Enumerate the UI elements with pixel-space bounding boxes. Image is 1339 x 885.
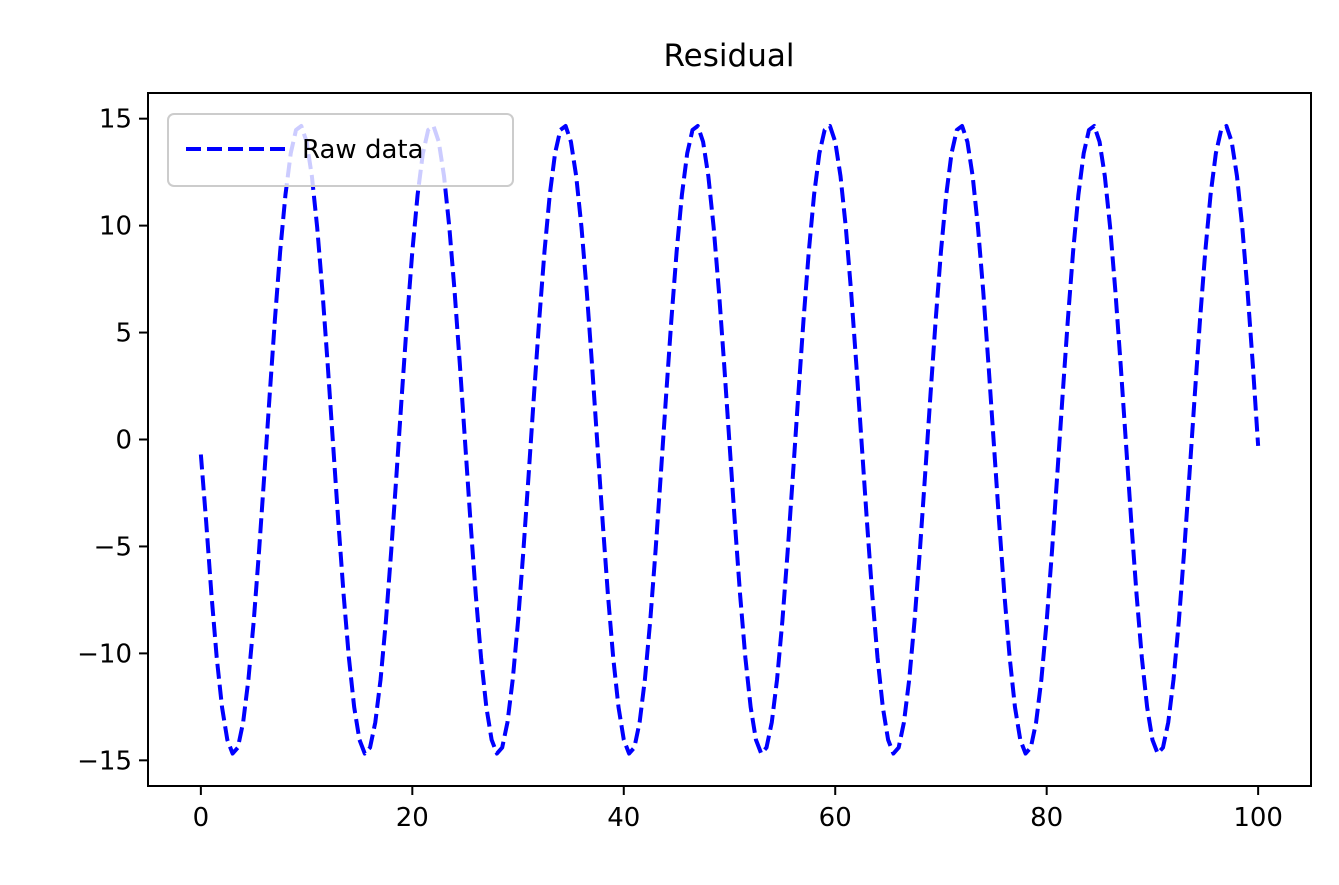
chart-title: Residual — [664, 38, 795, 74]
x-tick-label: 60 — [819, 803, 852, 833]
y-tick-label: 5 — [115, 319, 132, 349]
x-tick-label: 40 — [607, 803, 640, 833]
y-tick-label: −10 — [77, 639, 132, 669]
x-tick-label: 20 — [396, 803, 429, 833]
legend-box — [167, 113, 514, 187]
y-tick-label: −5 — [94, 532, 132, 562]
series-line-raw-data — [198, 123, 1261, 756]
legend: Raw data — [167, 113, 514, 187]
y-tick-label: −15 — [77, 746, 132, 776]
x-tick-label: 80 — [1030, 803, 1063, 833]
legend-label: Raw data — [302, 135, 424, 165]
plot-area — [198, 123, 1261, 756]
y-tick-label: 15 — [99, 105, 132, 135]
x-axis: 0 20 40 60 80 100 — [193, 786, 1283, 833]
y-tick-label: 10 — [99, 212, 132, 242]
y-axis: 15 10 5 0 −5 −10 −15 — [77, 105, 148, 776]
x-tick-label: 0 — [193, 803, 210, 833]
y-tick-label: 0 — [115, 426, 132, 456]
axes-frame — [147, 92, 1312, 787]
x-tick-label: 100 — [1233, 803, 1283, 833]
